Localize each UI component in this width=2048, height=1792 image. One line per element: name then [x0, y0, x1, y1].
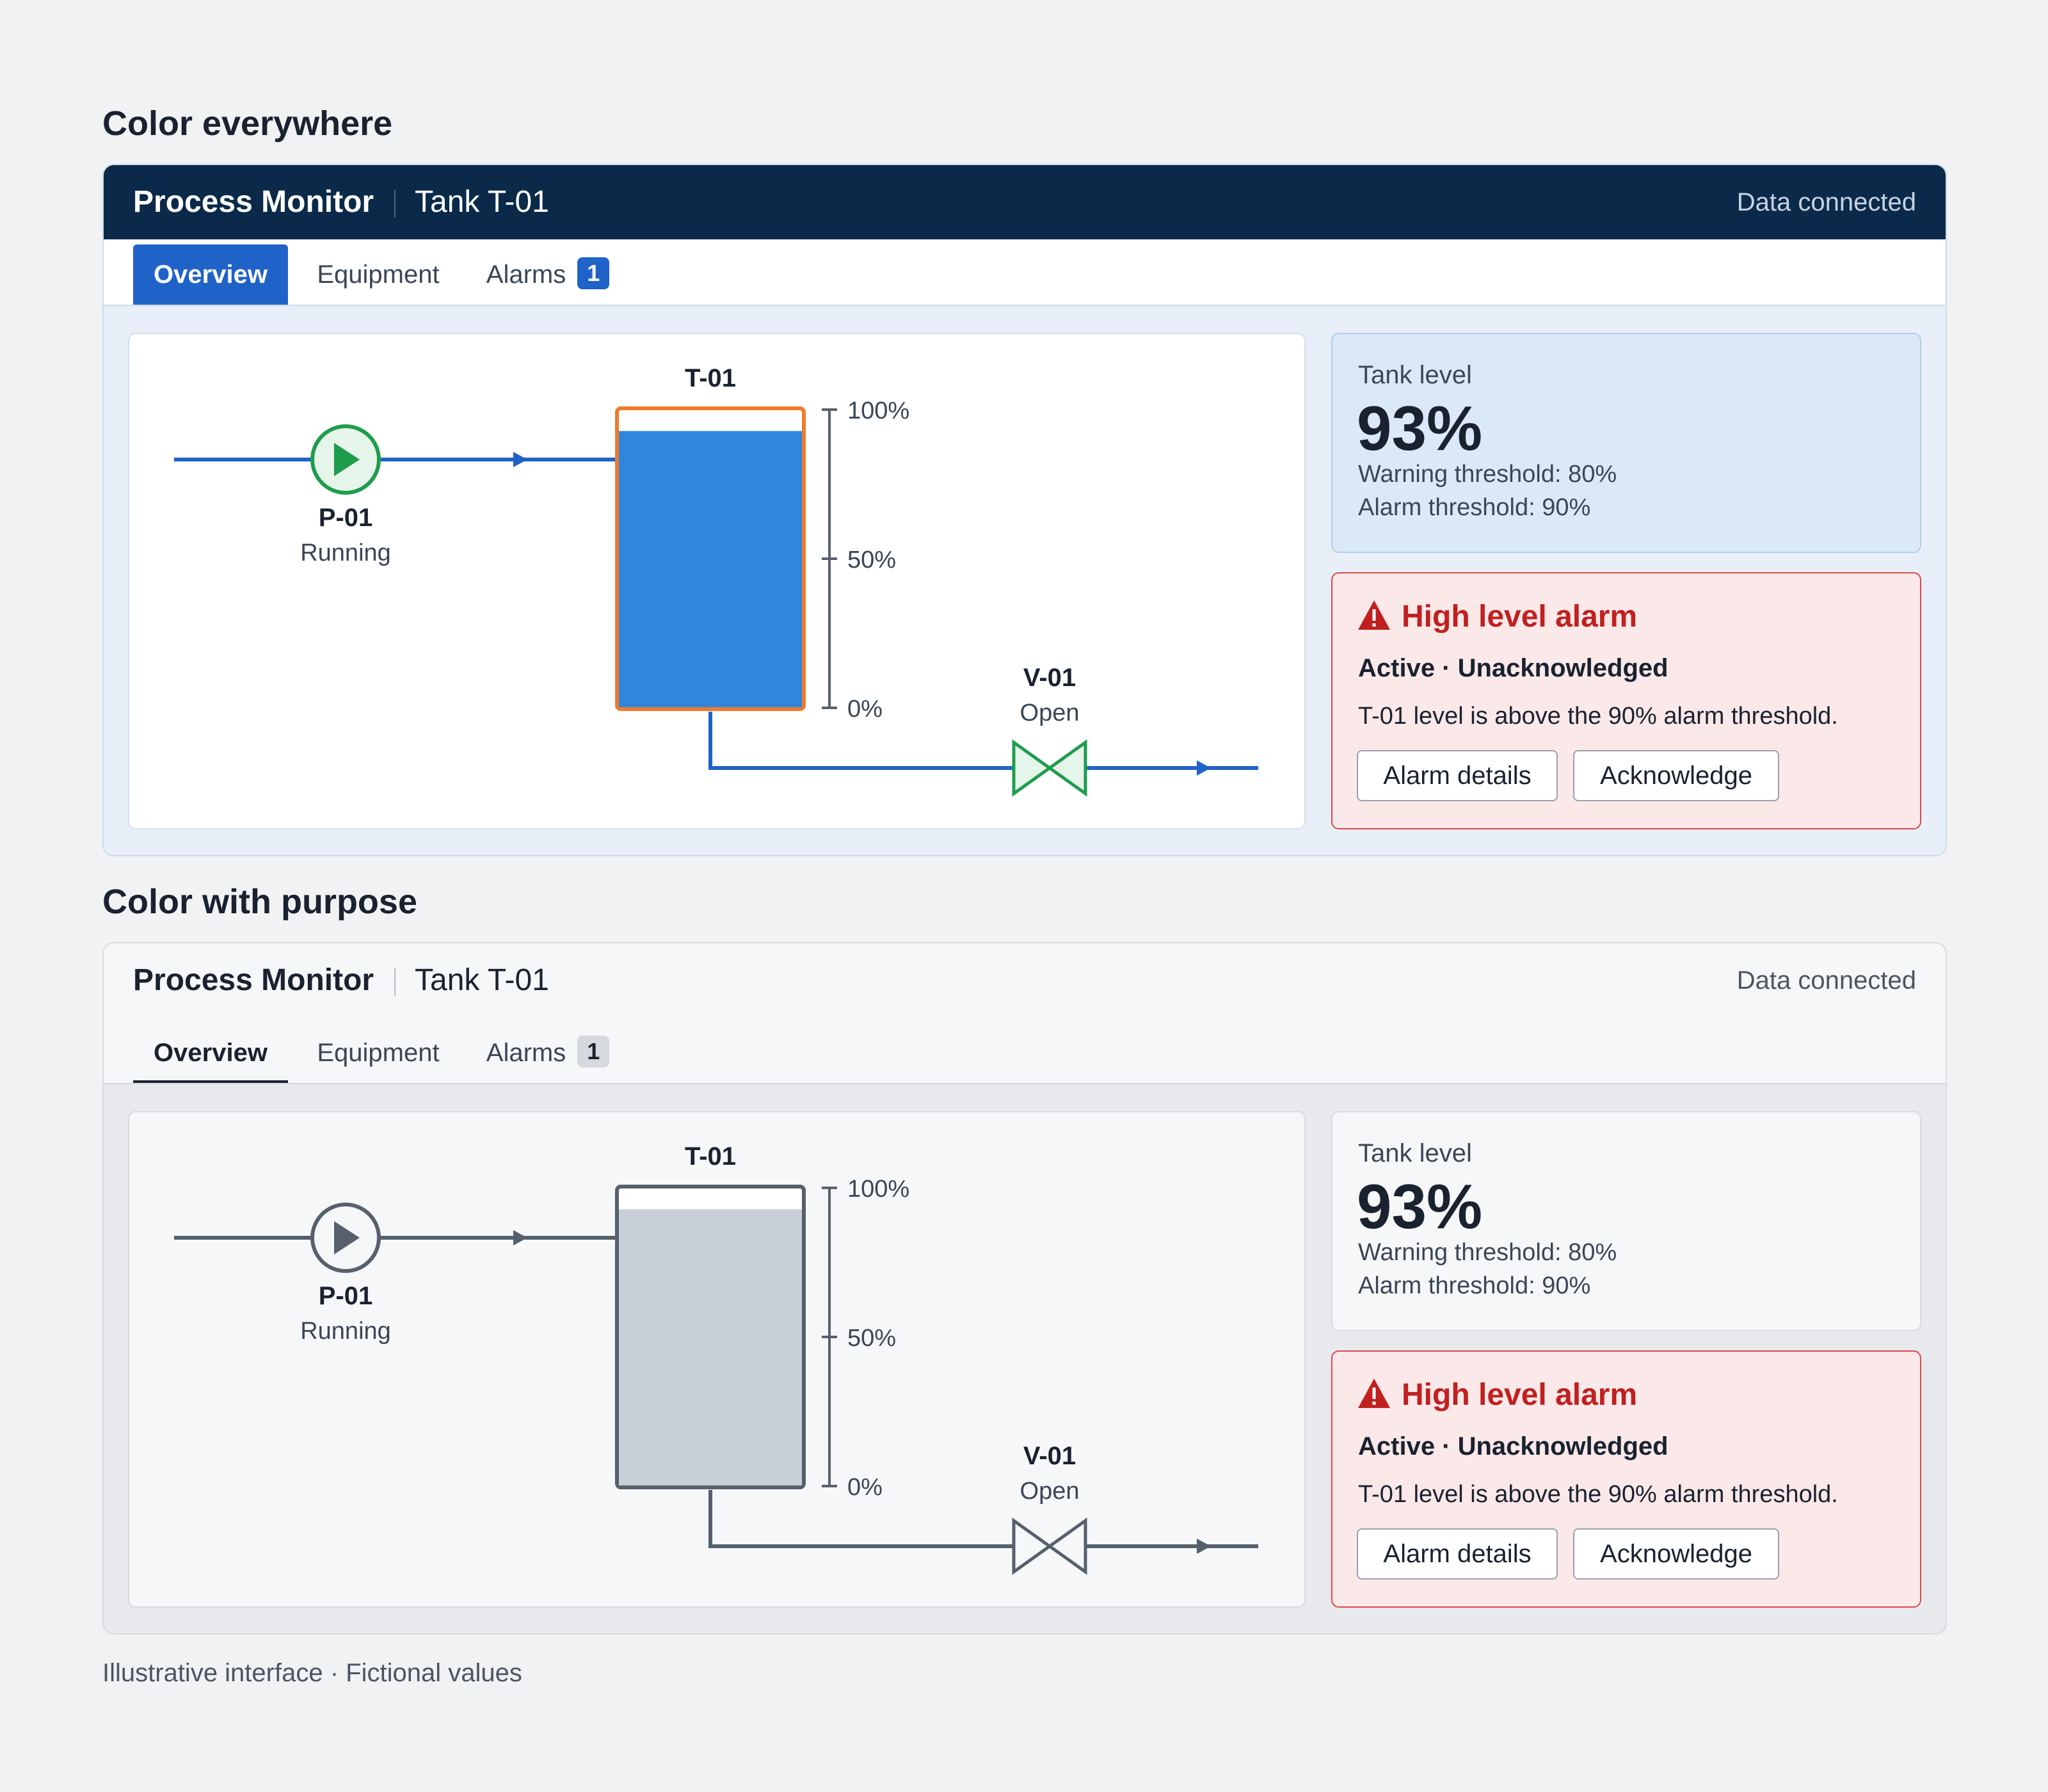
tab-label: Overview — [154, 1039, 268, 1067]
tank-level-card: Tank level 93% Warning threshold: 80% Al… — [1331, 333, 1921, 553]
flow-arrow-icon — [1197, 1539, 1211, 1554]
tank-id: T-01 — [685, 364, 736, 392]
valve-status: Open — [1020, 700, 1080, 726]
warning-threshold: Warning threshold: 80% — [1358, 461, 1617, 488]
scale-label-0: 0% — [847, 696, 883, 723]
valve-id: V-01 — [1023, 1442, 1076, 1470]
pump-play-icon — [334, 1221, 360, 1254]
warning-icon — [1358, 1379, 1390, 1408]
pump-id: P-01 — [319, 504, 373, 532]
process-diagram: P-01 Running T-01 100% 50% 0% V-01 Open — [128, 1111, 1306, 1608]
alarm-description: T-01 level is above the 90% alarm thresh… — [1358, 703, 1838, 730]
scale-label-50: 50% — [847, 547, 896, 573]
tank-level-value: 93% — [1357, 1171, 1483, 1242]
pump-status: Running — [300, 540, 391, 566]
valve-status: Open — [1020, 1478, 1080, 1505]
flow-arrow-icon — [1197, 760, 1211, 776]
outlet-pipe — [708, 1490, 1258, 1548]
alarm-title: High level alarm — [1402, 600, 1638, 634]
alarm-details-button[interactable]: Alarm details — [1357, 750, 1558, 801]
section-title: Color everywhere — [102, 104, 393, 143]
app-header: Process Monitor Tank T-01 Data connected — [104, 165, 1946, 239]
tank-level-fill — [619, 431, 802, 707]
alarm-status: Active · Unacknowledged — [1358, 1432, 1668, 1460]
tank-level-card: Tank level 93% Warning threshold: 80% Al… — [1331, 1111, 1921, 1331]
alarm-details-button[interactable]: Alarm details — [1357, 1528, 1558, 1580]
scale-label-100: 100% — [847, 397, 909, 424]
process-diagram: P-01 Running T-01 100% 50% 0% V-01 Open — [128, 333, 1306, 829]
scale-label-0: 0% — [847, 1474, 883, 1501]
tab-equipment[interactable]: Equipment — [306, 244, 451, 305]
footer-note: Illustrative interface · Fictional value… — [102, 1659, 522, 1687]
alarm-description: T-01 level is above the 90% alarm thresh… — [1358, 1481, 1838, 1508]
app-subtitle: Tank T-01 — [415, 963, 549, 997]
process-diagram-svg: P-01 Running T-01 100% 50% 0% V-01 Open — [174, 1142, 1258, 1575]
outlet-pipe — [708, 712, 1258, 770]
flow-arrow-icon — [513, 1230, 527, 1245]
tab-label: Alarms — [486, 1039, 566, 1067]
section-title: Color with purpose — [102, 883, 417, 921]
tab-label: Equipment — [317, 260, 440, 289]
process-monitor-panel: Process Monitor Tank T-01 Data connected… — [102, 164, 1947, 856]
connection-status: Data connected — [1736, 188, 1916, 216]
app-header: Process Monitor Tank T-01 Data connected — [104, 943, 1946, 1018]
header-divider — [394, 189, 396, 218]
pump-id: P-01 — [319, 1282, 373, 1310]
high-level-alarm-card: High level alarm Active · Unacknowledged… — [1331, 572, 1921, 829]
tab-alarms[interactable]: Alarms 1 — [472, 1023, 623, 1083]
tab-equipment[interactable]: Equipment — [306, 1023, 451, 1083]
tab-bar: Overview Equipment Alarms 1 — [104, 1018, 1946, 1084]
tab-label: Overview — [154, 260, 268, 289]
warning-icon — [1358, 600, 1390, 630]
alarm-status: Active · Unacknowledged — [1358, 654, 1668, 682]
flow-arrow-icon — [513, 452, 527, 467]
app-title: Process Monitor — [133, 185, 374, 219]
tank-level-label: Tank level — [1358, 1139, 1472, 1167]
alarm-count-badge: 1 — [577, 1036, 610, 1068]
alarm-threshold: Alarm threshold: 90% — [1358, 494, 1591, 521]
tank-id: T-01 — [685, 1142, 736, 1171]
tab-label: Alarms — [486, 260, 566, 289]
alarm-count-badge: 1 — [577, 257, 610, 290]
process-monitor-panel: Process Monitor Tank T-01 Data connected… — [102, 942, 1947, 1635]
pump-play-icon — [334, 443, 360, 476]
pump-status: Running — [300, 1318, 391, 1345]
tab-bar: Overview Equipment Alarms 1 — [104, 239, 1946, 306]
tab-alarms[interactable]: Alarms 1 — [472, 244, 623, 305]
tank-level-value: 93% — [1357, 393, 1483, 463]
valve-id: V-01 — [1023, 664, 1076, 692]
process-diagram-svg: P-01 Running T-01 100% 50% 0% V-01 Open — [174, 364, 1258, 797]
header-divider — [394, 968, 396, 996]
scale-label-50: 50% — [847, 1325, 896, 1352]
high-level-alarm-card: High level alarm Active · Unacknowledged… — [1331, 1350, 1921, 1608]
acknowledge-button[interactable]: Acknowledge — [1573, 750, 1779, 801]
tab-overview[interactable]: Overview — [133, 244, 288, 305]
connection-status: Data connected — [1736, 966, 1916, 995]
scale-label-100: 100% — [847, 1176, 909, 1203]
valve-icon[interactable] — [1012, 1517, 1087, 1575]
alarm-threshold: Alarm threshold: 90% — [1358, 1272, 1591, 1299]
warning-threshold: Warning threshold: 80% — [1358, 1239, 1617, 1266]
alarm-title: High level alarm — [1402, 1378, 1638, 1412]
tab-overview[interactable]: Overview — [133, 1023, 288, 1083]
valve-icon[interactable] — [1012, 739, 1087, 797]
app-subtitle: Tank T-01 — [415, 185, 549, 219]
app-title: Process Monitor — [133, 963, 374, 997]
tab-label: Equipment — [317, 1039, 440, 1067]
tank-level-label: Tank level — [1358, 361, 1472, 389]
tank-level-fill — [619, 1209, 802, 1485]
acknowledge-button[interactable]: Acknowledge — [1573, 1528, 1779, 1580]
